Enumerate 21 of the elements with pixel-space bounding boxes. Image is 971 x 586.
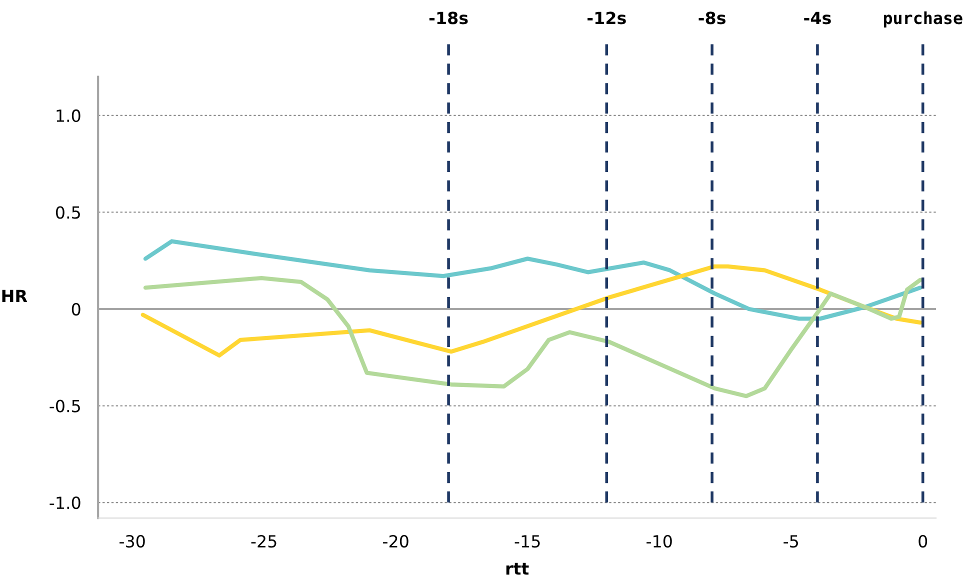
ref-line-label: -18s (429, 12, 468, 24)
line-series (143, 276, 922, 398)
y-tick-label: -1.0 (50, 496, 80, 510)
x-tick-label: -5 (784, 535, 798, 548)
x-tick-label: -20 (383, 534, 408, 548)
y-tick-label: 0.5 (56, 206, 80, 219)
y-axis-title: HR (2, 290, 28, 302)
ref-line-label: -12s (588, 12, 626, 24)
ref-line-label: purchase (884, 11, 962, 28)
x-tick-label: 0 (918, 534, 928, 548)
ref-line-label: -8s (698, 12, 726, 24)
y-tick-label: 1.0 (56, 109, 80, 122)
x-axis-title: rtt (506, 562, 529, 575)
y-tick-label: -0.5 (50, 400, 80, 412)
ref-line-label: -4s (804, 12, 831, 24)
x-tick-label: -15 (514, 535, 540, 548)
x-tick-label: -10 (646, 534, 672, 548)
line-series (143, 239, 922, 321)
x-tick-label: -25 (251, 534, 276, 548)
x-tick-label: -30 (120, 534, 145, 548)
y-tick-label: 0 (72, 302, 80, 316)
